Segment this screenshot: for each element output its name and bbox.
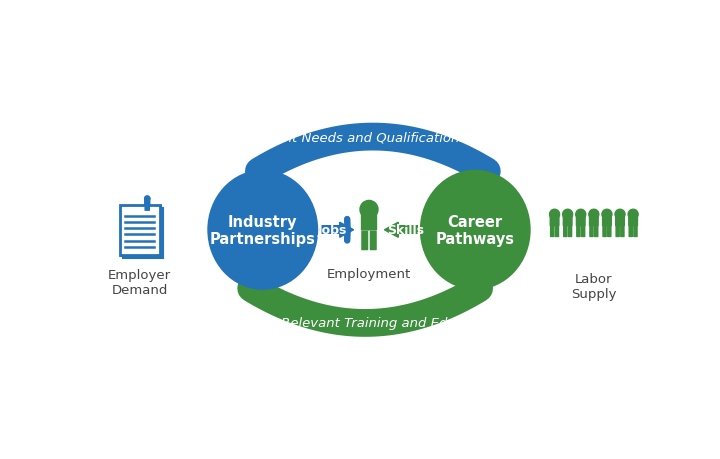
FancyBboxPatch shape	[147, 205, 150, 212]
Text: Employment: Employment	[327, 267, 411, 280]
Text: Labor
Supply: Labor Supply	[571, 273, 616, 301]
FancyBboxPatch shape	[628, 213, 638, 227]
FancyBboxPatch shape	[620, 226, 625, 238]
Circle shape	[562, 210, 572, 220]
Circle shape	[602, 210, 612, 220]
FancyBboxPatch shape	[594, 226, 598, 238]
FancyBboxPatch shape	[629, 226, 633, 238]
Circle shape	[589, 210, 599, 220]
FancyBboxPatch shape	[370, 231, 377, 251]
FancyBboxPatch shape	[576, 213, 586, 227]
Text: Skills: Skills	[387, 224, 423, 237]
Text: Employer
Demand: Employer Demand	[108, 269, 171, 297]
FancyBboxPatch shape	[562, 213, 572, 227]
Text: Career
Pathways: Career Pathways	[436, 214, 515, 246]
FancyBboxPatch shape	[550, 226, 554, 238]
FancyBboxPatch shape	[581, 226, 585, 238]
FancyBboxPatch shape	[607, 226, 611, 238]
FancyBboxPatch shape	[361, 209, 377, 231]
Polygon shape	[246, 285, 270, 307]
Circle shape	[549, 210, 559, 220]
FancyBboxPatch shape	[616, 226, 620, 238]
FancyBboxPatch shape	[395, 226, 418, 235]
FancyBboxPatch shape	[123, 208, 163, 258]
FancyBboxPatch shape	[144, 198, 150, 206]
FancyBboxPatch shape	[563, 226, 567, 238]
Ellipse shape	[420, 170, 531, 290]
FancyBboxPatch shape	[576, 226, 581, 238]
Ellipse shape	[207, 170, 318, 290]
FancyBboxPatch shape	[589, 213, 599, 227]
FancyBboxPatch shape	[602, 226, 607, 238]
FancyBboxPatch shape	[320, 226, 343, 235]
Circle shape	[615, 210, 625, 220]
Text: Jobs: Jobs	[318, 224, 348, 237]
FancyBboxPatch shape	[554, 226, 559, 238]
Polygon shape	[384, 223, 398, 238]
Text: Industry
Partnerships: Industry Partnerships	[210, 214, 315, 246]
FancyBboxPatch shape	[633, 226, 638, 238]
FancyBboxPatch shape	[615, 213, 625, 227]
Polygon shape	[340, 223, 354, 238]
FancyBboxPatch shape	[120, 205, 160, 255]
Text: Talent Needs and Qualifications: Talent Needs and Qualifications	[257, 131, 466, 144]
Circle shape	[576, 210, 586, 220]
FancyBboxPatch shape	[549, 213, 559, 227]
Circle shape	[628, 210, 638, 220]
Text: Job-Relevant Training and Education: Job-Relevant Training and Education	[256, 316, 497, 330]
FancyBboxPatch shape	[589, 226, 594, 238]
FancyBboxPatch shape	[361, 231, 368, 251]
Circle shape	[360, 201, 378, 219]
FancyBboxPatch shape	[568, 226, 572, 238]
FancyBboxPatch shape	[121, 207, 161, 257]
FancyBboxPatch shape	[145, 205, 148, 212]
Circle shape	[145, 196, 150, 202]
Polygon shape	[468, 154, 492, 175]
FancyBboxPatch shape	[602, 213, 612, 227]
